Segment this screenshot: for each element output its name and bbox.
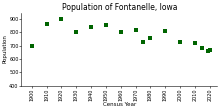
Point <box>75 32 78 33</box>
Point <box>89 26 93 28</box>
Point <box>141 41 145 43</box>
Point <box>60 18 63 20</box>
Point <box>134 29 137 31</box>
Point <box>30 45 33 47</box>
Point <box>208 49 212 51</box>
Title: Population of Fontanelle, Iowa: Population of Fontanelle, Iowa <box>62 3 177 12</box>
Point <box>119 32 123 33</box>
Point <box>178 41 182 43</box>
X-axis label: Census Year: Census Year <box>103 102 136 107</box>
Y-axis label: Population: Population <box>3 35 8 63</box>
Point <box>207 50 210 52</box>
Point <box>45 23 48 24</box>
Point <box>104 24 108 25</box>
Point <box>201 48 204 49</box>
Point <box>163 30 167 32</box>
Point <box>193 42 197 44</box>
Point <box>149 37 152 39</box>
